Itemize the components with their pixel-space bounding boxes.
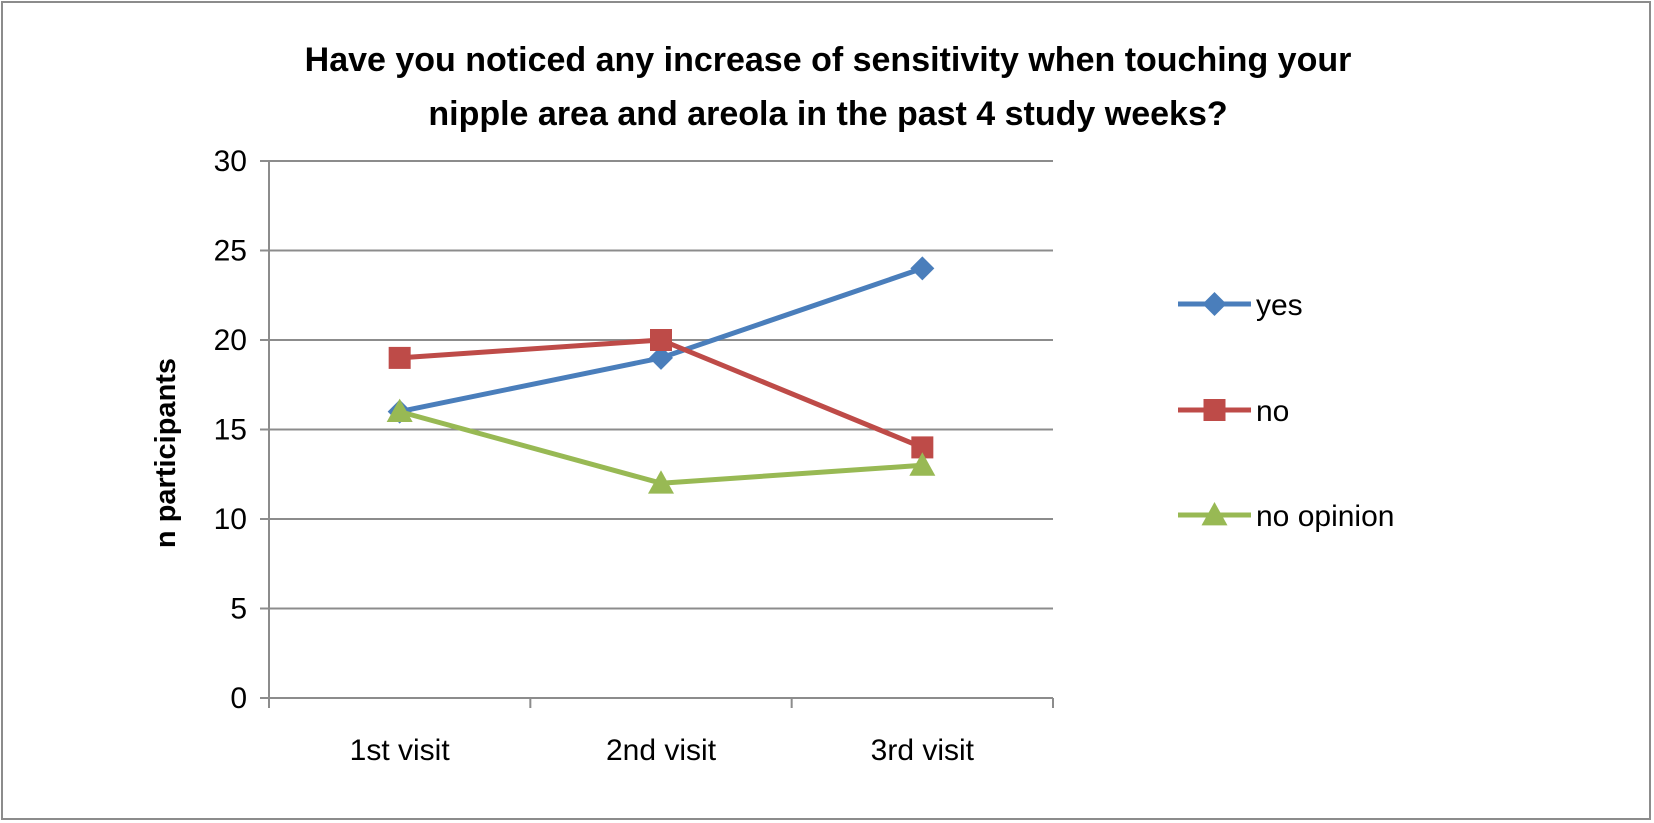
- y-tick-label: 5: [230, 593, 247, 626]
- x-tick-label: 2nd visit: [606, 734, 717, 767]
- y-tick-label: 0: [230, 682, 247, 715]
- y-tick-label: 25: [214, 235, 247, 268]
- chart-title-line-1: Have you noticed any increase of sensiti…: [305, 41, 1352, 79]
- legend-marker-yes: [1202, 292, 1227, 316]
- legend-marker-no-opinion: [1201, 502, 1228, 526]
- legend-label-no: no: [1256, 395, 1289, 428]
- y-tick-label: 20: [214, 324, 247, 357]
- legend-label-no-opinion: no opinion: [1256, 500, 1394, 533]
- y-tick-label: 30: [214, 145, 247, 178]
- data-point-yes: [649, 345, 673, 370]
- y-tick-label: 15: [214, 414, 247, 447]
- data-point-no: [388, 346, 411, 369]
- data-point-no: [911, 436, 934, 459]
- line-chart: Have you noticed any increase of sensiti…: [150, 41, 1394, 767]
- data-point-no-opinion: [909, 452, 936, 476]
- legend: yes no no opinion: [1178, 289, 1394, 533]
- chart-title-line-2: nipple area and areola in the past 4 stu…: [428, 95, 1227, 133]
- y-tick-label: 10: [214, 503, 247, 536]
- y-axis-label: n participants: [150, 358, 182, 548]
- data-point-no: [650, 329, 672, 351]
- legend-label-yes: yes: [1256, 289, 1303, 322]
- legend-marker-no: [1203, 399, 1226, 421]
- x-tick-label: 1st visit: [350, 734, 451, 767]
- axes: 0 5 10 15 20 25 30 1st visit 2nd visit 3rd visit: [214, 145, 1054, 767]
- data-point-no-opinion: [386, 398, 413, 422]
- data-point-no-opinion: [648, 470, 674, 494]
- series-lines: [386, 256, 936, 494]
- gridlines: [269, 160, 1053, 610]
- x-tick-label: 3rd visit: [871, 734, 975, 767]
- data-point-yes: [910, 256, 935, 281]
